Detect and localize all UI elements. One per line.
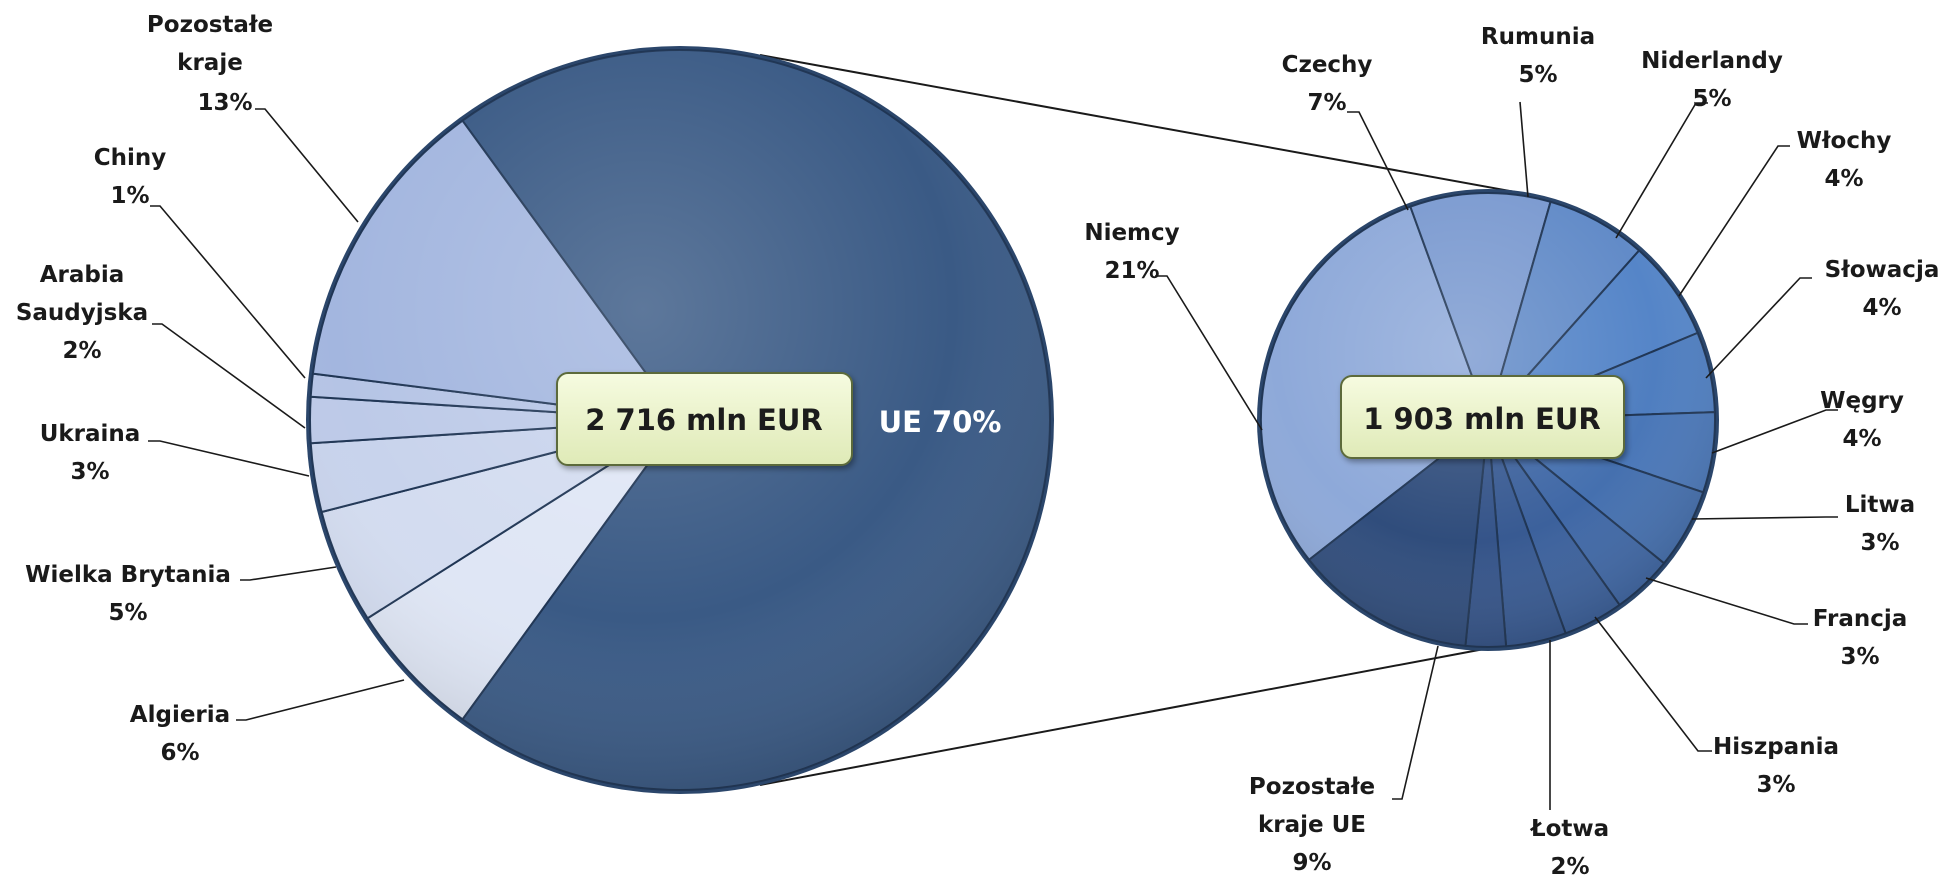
label-wielka-brytania: Wielka Brytania 5% — [25, 562, 231, 626]
label-litwa: Litwa 3% — [1845, 492, 1915, 556]
label-arabia-saudyjska: Arabia Saudyjska 2% — [16, 262, 148, 364]
label-slowacja-value: 4% — [1862, 295, 1901, 321]
leader-hiszpania — [1594, 616, 1712, 752]
label-rumunia-line1: Rumunia — [1481, 24, 1595, 50]
label-niemcy: Niemcy 21% — [1084, 220, 1179, 284]
label-francja-value: 3% — [1840, 644, 1879, 670]
label-pozostale-kraje-ue: Pozostałe kraje UE 9% — [1249, 774, 1375, 876]
label-wegry-value: 4% — [1842, 426, 1881, 452]
leader-algieria — [236, 679, 405, 721]
label-litwa-line1: Litwa — [1845, 492, 1915, 518]
label-chiny-line1: Chiny — [94, 145, 167, 171]
label-niemcy-line1: Niemcy — [1084, 220, 1179, 246]
label-pozostale-kraje-ue-line2: kraje UE — [1258, 812, 1366, 838]
label-pozostale-kraje-value: 13% — [197, 90, 252, 116]
label-czechy-line1: Czechy — [1282, 52, 1373, 78]
label-lotwa-line1: Łotwa — [1529, 816, 1609, 842]
leader-rumunia — [1519, 101, 1529, 198]
leader-francja — [1645, 577, 1808, 625]
leader-pozostale-kraje — [255, 108, 359, 223]
leader-arabia-saudyjska — [152, 323, 306, 429]
label-rumunia: Rumunia 5% — [1481, 24, 1595, 88]
label-wegry: Węgry 4% — [1820, 388, 1904, 452]
right-total-label: 1 903 mln EUR — [1363, 402, 1601, 436]
label-wielka-brytania-line1: Wielka Brytania — [25, 562, 231, 588]
label-niderlandy-line1: Niderlandy — [1641, 48, 1783, 74]
label-algieria-value: 6% — [160, 740, 199, 766]
label-hiszpania-line1: Hiszpania — [1713, 734, 1839, 760]
label-algieria-line1: Algieria — [130, 702, 230, 728]
label-niderlandy: Niderlandy 5% — [1641, 48, 1783, 112]
label-hiszpania-value: 3% — [1756, 772, 1795, 798]
label-francja-line1: Francja — [1813, 606, 1908, 632]
label-wlochy-value: 4% — [1824, 166, 1863, 192]
label-chiny-value: 1% — [110, 183, 149, 209]
leader-pozostale-kraje-ue — [1392, 645, 1439, 800]
label-ukraina-line1: Ukraina — [40, 421, 141, 447]
ue-slice-label: UE 70% — [879, 405, 1002, 439]
left-total-label: 2 716 mln EUR — [585, 403, 823, 437]
label-wielka-brytania-value: 5% — [108, 600, 147, 626]
right-total-box: 1 903 mln EUR — [1340, 375, 1625, 459]
label-wlochy: Włochy 4% — [1797, 128, 1892, 192]
leader-lines — [148, 101, 1838, 810]
label-ukraina: Ukraina 3% — [40, 421, 141, 485]
leader-ukraina — [148, 440, 310, 477]
label-lotwa-value: 2% — [1550, 854, 1589, 880]
label-litwa-value: 3% — [1860, 530, 1899, 556]
label-wlochy-line1: Włochy — [1797, 128, 1892, 154]
label-chiny: Chiny 1% — [94, 145, 167, 209]
label-lotwa: Łotwa 2% — [1529, 816, 1609, 880]
right-total-box-bg — [1340, 375, 1625, 459]
leader-wegry — [1711, 409, 1838, 454]
label-slowacja: Słowacja 4% — [1825, 257, 1940, 321]
label-niderlandy-value: 5% — [1692, 86, 1731, 112]
label-rumunia-value: 5% — [1518, 62, 1557, 88]
label-francja: Francja 3% — [1813, 606, 1908, 670]
leader-wlochy — [1678, 145, 1790, 297]
label-ukraina-value: 3% — [70, 459, 109, 485]
label-czechy: Czechy 7% — [1282, 52, 1373, 116]
label-hiszpania: Hiszpania 3% — [1713, 734, 1839, 798]
label-wegry-line1: Węgry — [1820, 388, 1904, 414]
leader-chiny — [150, 205, 306, 379]
leader-wielka-brytania — [240, 566, 337, 581]
label-niemcy-value: 21% — [1104, 258, 1159, 284]
label-arabia-saudyjska-line1: Arabia — [40, 262, 125, 288]
left-total-box-bg — [556, 372, 853, 466]
leader-niemcy — [1155, 275, 1263, 431]
left-total-box: 2 716 mln EUR — [556, 372, 853, 466]
label-arabia-saudyjska-value: 2% — [62, 338, 101, 364]
label-pozostale-kraje-ue-line1: Pozostałe — [1249, 774, 1375, 800]
leader-slowacja — [1705, 277, 1812, 379]
leader-litwa — [1691, 516, 1838, 520]
label-algieria: Algieria 6% — [130, 702, 230, 766]
label-pozostale-kraje: Pozostałe kraje 13% — [147, 12, 273, 116]
label-pozostale-kraje-line1: Pozostałe — [147, 12, 273, 38]
leader-czechy — [1347, 111, 1409, 211]
label-pozostale-kraje-ue-value: 9% — [1292, 850, 1331, 876]
label-arabia-saudyjska-line2: Saudyjska — [16, 300, 148, 326]
leader-niderlandy — [1615, 102, 1708, 239]
label-slowacja-line1: Słowacja — [1825, 257, 1940, 283]
label-czechy-value: 7% — [1307, 90, 1346, 116]
label-pozostale-kraje-line2: kraje — [177, 50, 243, 76]
